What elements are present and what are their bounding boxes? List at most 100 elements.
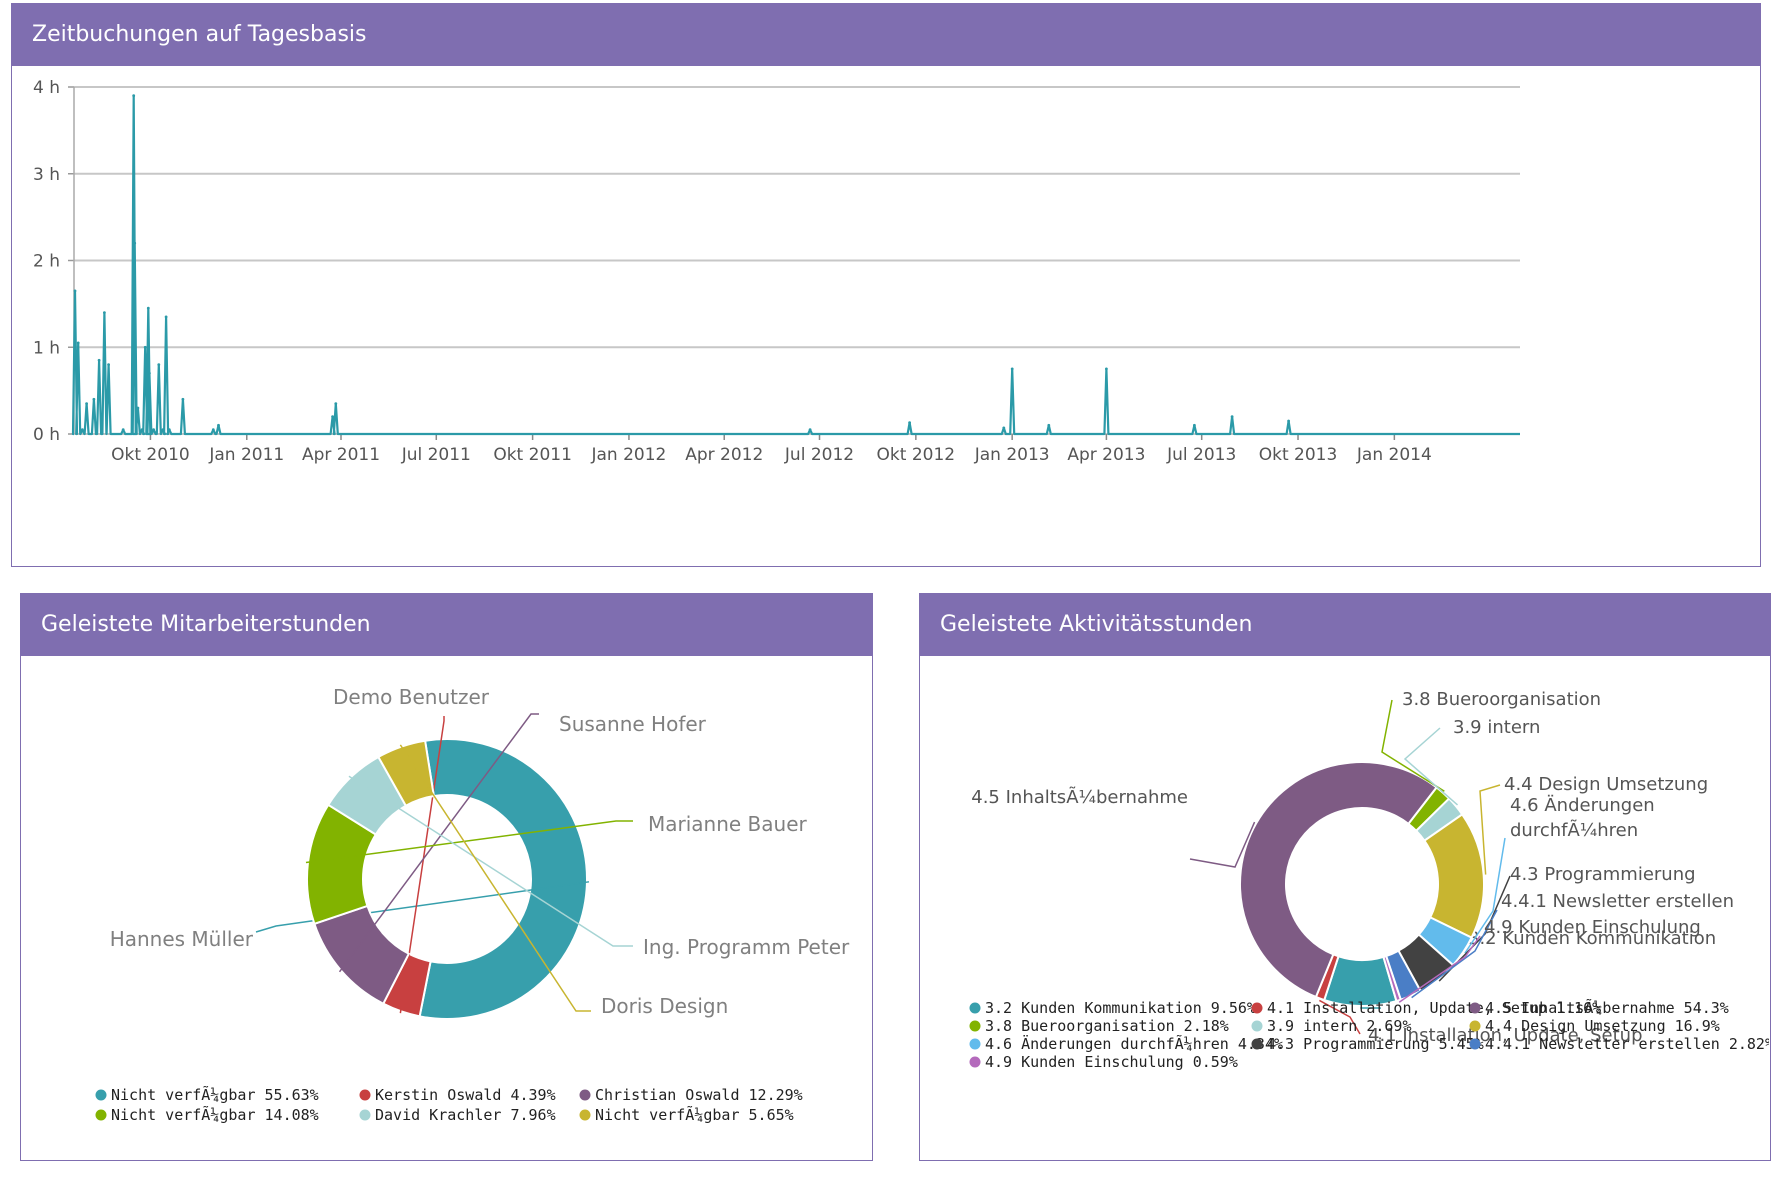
data-point: [121, 428, 125, 432]
data-point: [1287, 419, 1290, 423]
data-point: [331, 415, 334, 418]
slice-connector: [1189, 821, 1256, 868]
data-point: [148, 371, 151, 375]
y-tick-label: 3 h: [33, 165, 60, 185]
slice-label: Doris Design: [601, 994, 728, 1018]
legend-marker: [95, 1089, 107, 1101]
legend-item: Christian Oswald 12.29%: [595, 1086, 803, 1104]
data-point: [103, 311, 106, 314]
legend-marker: [1251, 1020, 1263, 1032]
slice-connector: [1479, 784, 1501, 875]
slice-label: Susanne Hofer: [559, 712, 707, 736]
data-point: [808, 428, 812, 432]
legend-item: 3.8 Bueroorganisation 2.18%: [985, 1017, 1229, 1035]
legend-marker: [969, 1002, 981, 1014]
legend-item: Nicht verfÃ¼gbar 14.08%: [111, 1105, 319, 1124]
slice-connector: [1403, 727, 1459, 806]
data-point: [136, 406, 140, 410]
slice-label: 3.8 Bueroorganisation: [1402, 689, 1601, 710]
slice-connector: [399, 716, 445, 1014]
data-point: [92, 397, 96, 401]
slice-label: 4.4 Design Umsetzung: [1504, 774, 1708, 795]
data-point: [1002, 426, 1006, 430]
donut-slice: [377, 739, 436, 808]
data-point: [140, 428, 144, 432]
data-point: [152, 428, 156, 432]
data-point: [81, 428, 84, 432]
slice-label: 4.4.1 Newsletter erstellen: [1501, 891, 1734, 912]
data-point: [73, 289, 77, 293]
legend-marker: [1251, 1038, 1263, 1050]
daily-bookings-title: Zeitbuchungen auf Tagesbasis: [12, 4, 1760, 66]
x-tick-label: Okt 2011: [493, 445, 572, 465]
data-point: [1105, 367, 1108, 371]
x-tick-label: Apr 2012: [685, 445, 763, 465]
legend-item: 3.2 Kunden Kommunikation 9.56%: [985, 999, 1256, 1017]
x-tick-label: Apr 2011: [302, 445, 380, 465]
data-point: [164, 315, 168, 319]
slice-connector: [305, 820, 633, 864]
daily-bookings-panel: Zeitbuchungen auf Tagesbasis 0 h 1 h 2 h 3 …: [11, 3, 1761, 567]
y-tick-label: 1 h: [33, 338, 60, 358]
data-point: [97, 358, 101, 362]
legend-item: 4.9 Kunden Einschulung 0.59%: [985, 1053, 1238, 1071]
legend-item: Nicht verfÃ¼gbar 5.65%: [595, 1105, 794, 1124]
legend-item: 4.3 Programmierung 5.45%: [1267, 1035, 1484, 1053]
data-point: [1010, 367, 1014, 371]
data-point: [167, 428, 171, 432]
activity-hours-chart: 3.2 Kunden Kommunikation 4.1 Installation…: [969, 689, 1769, 1071]
x-tick-label: Jan 2014: [1356, 445, 1432, 465]
legend-marker: [1469, 1038, 1481, 1050]
slice-label: 4.6 Änderungen: [1510, 795, 1655, 816]
legend-item: Nicht verfÃ¼gbar 55.63%: [111, 1085, 319, 1104]
data-point: [146, 306, 150, 310]
legend-marker: [969, 1038, 981, 1050]
y-tick-label: 0 h: [33, 425, 60, 445]
slice-connector: [1464, 837, 1506, 954]
slice-connector: [1398, 935, 1481, 1003]
slice-label: 4.1 Installation, Update, Setup: [1368, 1025, 1643, 1046]
legend-marker: [359, 1089, 371, 1101]
slice-connector: [255, 881, 590, 933]
donut-slice: [418, 738, 588, 1020]
legend-marker: [969, 1020, 981, 1032]
x-tick-label: Okt 2010: [111, 445, 190, 465]
legend-item: 4.6 Änderungen durchfÃ¼hren 4.34%: [985, 1034, 1283, 1053]
y-tick-label: 2 h: [33, 252, 60, 272]
data-point: [181, 397, 185, 401]
data-point: [76, 341, 80, 345]
legend-marker: [95, 1109, 107, 1121]
slice-connector: [1381, 699, 1445, 792]
data-point: [132, 94, 136, 98]
data-point: [1193, 423, 1196, 427]
data-point: [161, 428, 165, 432]
legend-marker: [579, 1089, 591, 1101]
slice-connector: [1411, 909, 1498, 999]
employee-hours-title: Geleistete Mitarbeiterstunden: [21, 594, 872, 656]
legend-marker: [1251, 1002, 1263, 1014]
data-point: [334, 402, 338, 405]
x-tick-label: Jan 2011: [208, 445, 284, 465]
legend-marker: [1469, 1020, 1481, 1032]
slice-label: 4.9 Kunden Einschulung: [1484, 917, 1701, 938]
legend-item: Kerstin Oswald 4.39%: [375, 1086, 556, 1104]
slice-label: 4.3 Programmierung: [1510, 864, 1696, 885]
legend-item: 3.9 intern 2.69%: [1267, 1017, 1412, 1035]
data-point: [133, 241, 137, 245]
slice-label: 3.9 intern: [1453, 717, 1540, 738]
slice-label: Marianne Bauer: [648, 812, 808, 836]
activity-hours-title: Geleistete Aktivitätsstunden: [920, 594, 1770, 656]
x-tick-label: Jul 2012: [784, 445, 854, 465]
data-point: [211, 428, 215, 432]
legend-item: 4.5 InhaltsÃ¼bernahme 54.3%: [1485, 998, 1729, 1017]
x-tick-label: Jul 2011: [401, 445, 471, 465]
legend-marker: [579, 1109, 591, 1121]
activity-hours-panel: Geleistete Aktivitätsstunden 3.2 Kunden …: [919, 593, 1771, 1161]
legend-marker: [1469, 1002, 1481, 1014]
x-tick-label: Jan 2012: [591, 445, 667, 465]
data-point: [143, 345, 147, 349]
legend-item: 4.1 Installation, Update, Setup 1.16%: [1267, 999, 1601, 1017]
daily-bookings-chart: 0 h 1 h 2 h 3 h 4 h Okt 2010 Jan 2011 Apr 2011 J…: [33, 78, 1520, 465]
data-point: [1047, 423, 1051, 427]
slice-label: 4.5 InhaltsÃ¼bernahme: [971, 786, 1188, 808]
